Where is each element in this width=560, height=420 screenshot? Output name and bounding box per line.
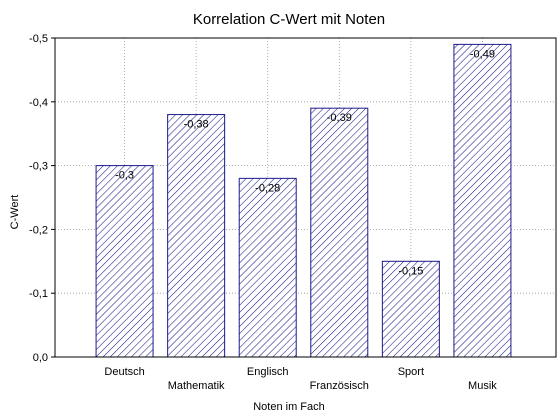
- y-axis-label: C-Wert: [9, 195, 21, 230]
- y-tick-label: 0,0: [33, 352, 48, 364]
- bar: [381, 260, 440, 358]
- y-tick-label: -0,1: [29, 288, 48, 300]
- bar: [453, 43, 512, 358]
- y-tick-label: -0,4: [29, 97, 48, 109]
- data-label: -0,28: [255, 182, 280, 194]
- bar: [95, 165, 154, 358]
- axes: 0,0 -0,1 -0,2 -0,3 -0,4 -0,5 Deutsch Mathematik…: [29, 33, 557, 392]
- x-tick-label: Mathematik: [168, 380, 225, 392]
- data-label: -0,38: [184, 119, 209, 131]
- x-tick-label: Sport: [398, 366, 424, 378]
- data-label: -0,3: [115, 170, 134, 182]
- data-label: -0,39: [327, 112, 352, 124]
- x-tick-label: Musik: [468, 380, 497, 392]
- data-label: -0,49: [470, 48, 495, 60]
- x-tick-label: Französisch: [310, 380, 369, 392]
- bar: [310, 107, 369, 358]
- bar: [167, 114, 226, 358]
- data-label: -0,15: [398, 265, 423, 277]
- bars: -0,3 -0,38 -0,28 -0,39 -0,15 -0,49: [95, 43, 512, 358]
- y-tick-label: -0,3: [29, 161, 48, 173]
- chart-title: Korrelation C-Wert mit Noten: [193, 11, 385, 28]
- y-tick-label: -0,2: [29, 224, 48, 236]
- x-tick-label: Englisch: [247, 366, 289, 378]
- y-tick-label: -0,5: [29, 33, 48, 45]
- x-tick-label: Deutsch: [104, 366, 144, 378]
- bar: [238, 177, 297, 358]
- x-axis-label: Noten im Fach: [253, 401, 325, 413]
- plot-frame: [54, 37, 557, 358]
